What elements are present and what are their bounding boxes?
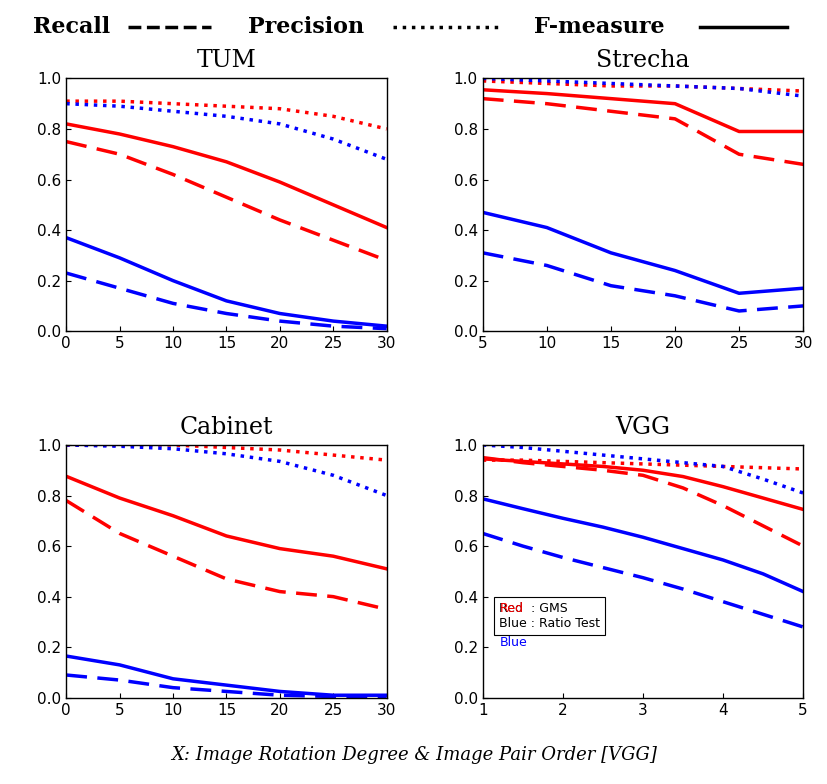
Text: X: Image Rotation Degree & Image Pair Order [VGG]: X: Image Rotation Degree & Image Pair Or… (171, 746, 656, 764)
Text: F-measure: F-measure (533, 16, 664, 38)
Title: TUM: TUM (196, 49, 256, 72)
Text: Red: Red (500, 601, 523, 615)
Title: VGG: VGG (614, 416, 670, 439)
Text: Red  : GMS
Blue : Ratio Test: Red : GMS Blue : Ratio Test (498, 601, 599, 630)
Text: Recall: Recall (33, 16, 110, 38)
Title: Strecha: Strecha (595, 49, 689, 72)
Text: Precision: Precision (248, 16, 364, 38)
Title: Cabinet: Cabinet (179, 416, 273, 439)
Text: Blue: Blue (500, 636, 527, 649)
